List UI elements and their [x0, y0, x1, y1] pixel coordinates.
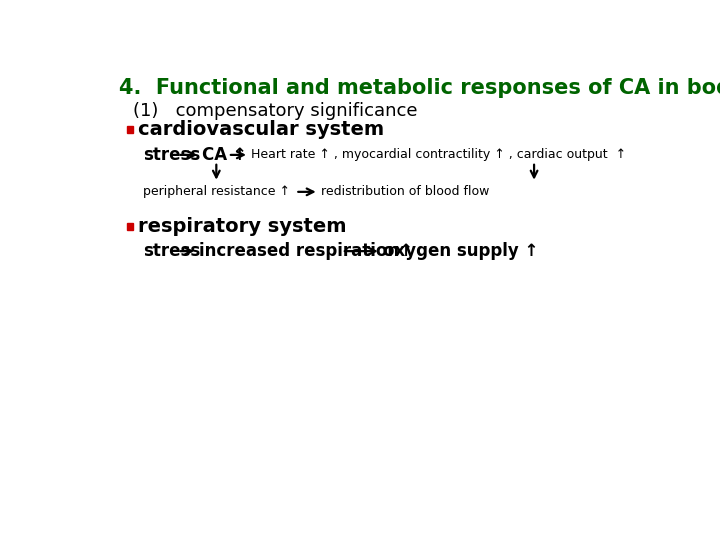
Text: respiratory system: respiratory system: [138, 217, 346, 236]
Text: stress: stress: [143, 242, 200, 260]
Bar: [127, 126, 133, 132]
Text: stress: stress: [143, 146, 200, 164]
Text: Heart rate ↑ , myocardial contractility ↑ , cardiac output  ↑: Heart rate ↑ , myocardial contractility …: [251, 148, 626, 161]
Text: redistribution of blood flow: redistribution of blood flow: [321, 185, 490, 198]
Text: cardiovascular system: cardiovascular system: [138, 120, 384, 139]
Bar: [127, 224, 133, 230]
Text: oxygen supply ↑: oxygen supply ↑: [383, 242, 539, 260]
Text: CA ↑: CA ↑: [202, 146, 247, 164]
Text: peripheral resistance ↑: peripheral resistance ↑: [143, 185, 290, 198]
Text: (1)   compensatory significance: (1) compensatory significance: [132, 102, 417, 120]
Text: increased respiration↑: increased respiration↑: [199, 242, 413, 260]
Text: 4.  Functional and metabolic responses of CA in body: 4. Functional and metabolic responses of…: [120, 78, 720, 98]
